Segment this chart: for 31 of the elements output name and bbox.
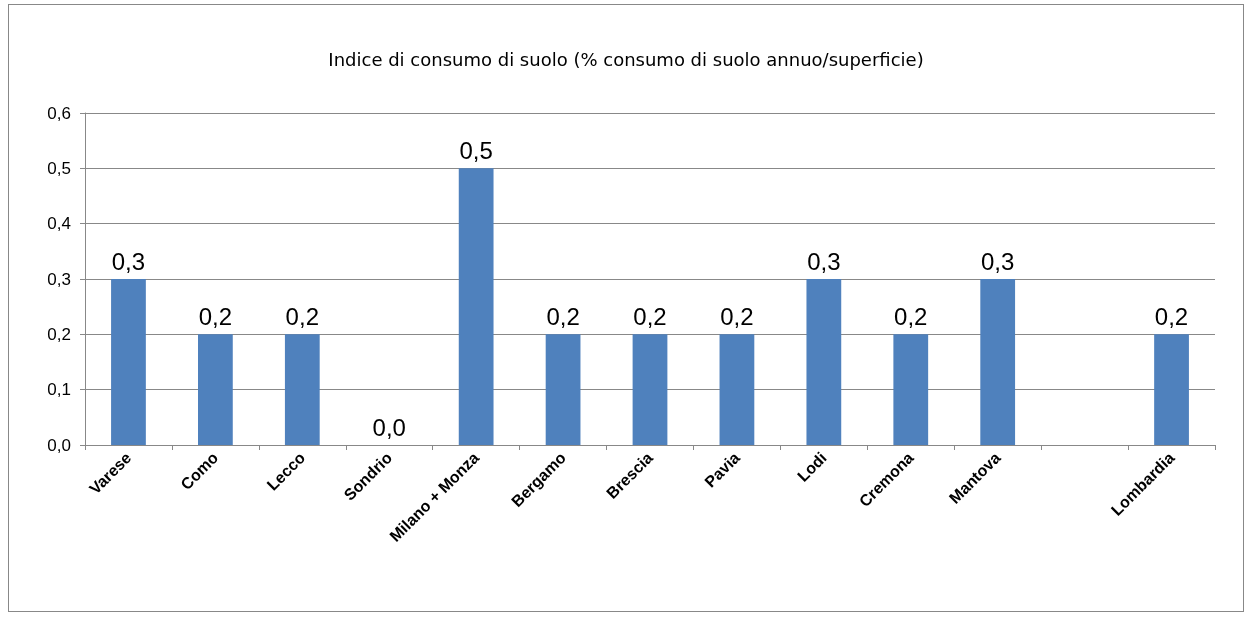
bar xyxy=(198,334,233,445)
bar xyxy=(1154,334,1189,445)
data-label: 0,3 xyxy=(807,247,841,275)
data-label: 0,5 xyxy=(459,136,493,164)
bar xyxy=(111,279,146,445)
bar xyxy=(980,279,1016,445)
y-tick-label: 0,1 xyxy=(47,380,71,400)
y-tick-label: 0,2 xyxy=(47,324,71,344)
data-label: 0,2 xyxy=(720,302,754,330)
data-label: 0,3 xyxy=(981,247,1015,275)
bar xyxy=(806,279,842,445)
bar xyxy=(284,334,320,445)
bar xyxy=(893,334,929,445)
bar xyxy=(632,334,668,445)
y-tick-label: 0,6 xyxy=(47,103,71,123)
y-tick-label: 0,3 xyxy=(47,269,71,289)
data-label: 0,2 xyxy=(546,302,580,330)
y-tick-label: 0,0 xyxy=(47,435,71,455)
chart-title: Indice di consumo di suolo (% consumo di suolo annuo/superficie) xyxy=(328,48,924,70)
bar xyxy=(458,168,494,445)
y-tick-label: 0,5 xyxy=(47,158,71,178)
data-label: 0,2 xyxy=(198,302,233,330)
data-label: 0,0 xyxy=(372,413,406,441)
data-label: 0,2 xyxy=(633,302,667,330)
data-label: 0,3 xyxy=(111,247,146,275)
bar xyxy=(545,334,581,445)
bar xyxy=(719,334,755,445)
y-tick-label: 0,4 xyxy=(47,214,71,234)
data-label: 0,2 xyxy=(1154,302,1189,330)
data-label: 0,2 xyxy=(285,302,319,330)
data-label: 0,2 xyxy=(894,302,928,330)
